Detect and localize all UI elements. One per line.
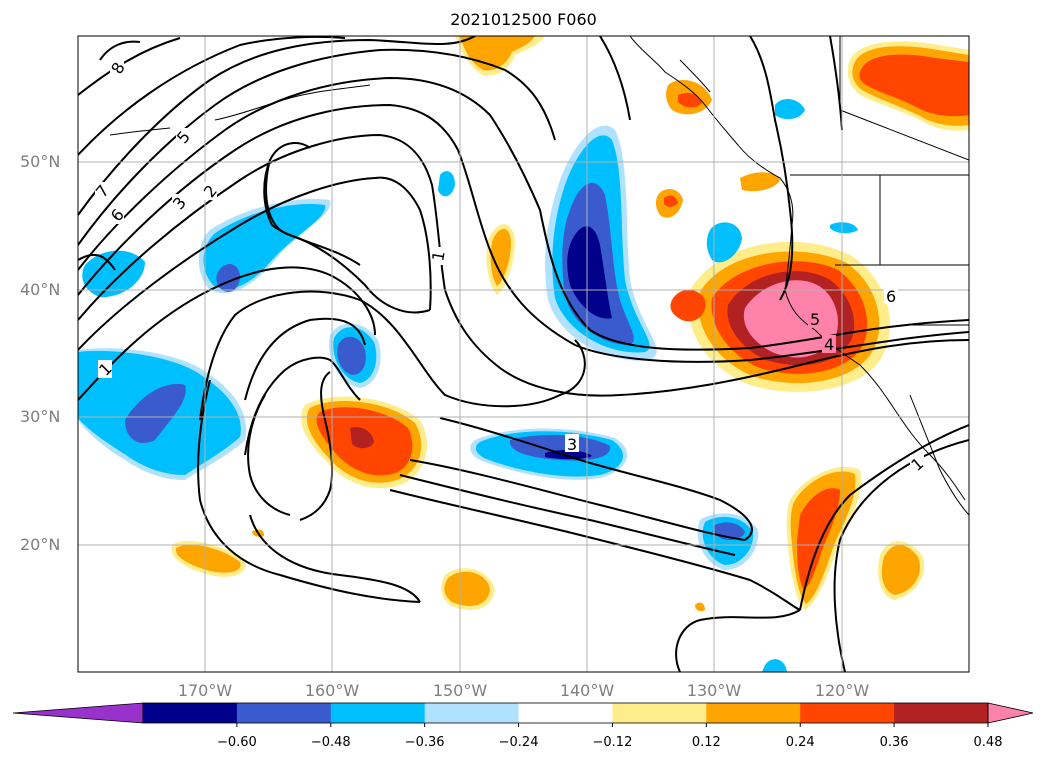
colorbar-extend-right (987, 702, 1034, 724)
contour-labels: 8 5 7 6 3 2 1 1 3 6 5 4 1 (92, 58, 927, 475)
lon-label: 160°W (304, 681, 360, 700)
gridlines (78, 36, 969, 672)
colorbar-tick-label: −0.24 (498, 735, 539, 750)
colorbar-swatch (424, 703, 520, 723)
lat-label: 20°N (20, 535, 61, 554)
contour-label: 3 (567, 435, 577, 454)
colorbar-swatch (236, 703, 332, 723)
coastlines (109, 36, 969, 516)
lat-label: 50°N (20, 152, 61, 171)
colorbar-tick-label: 0.24 (785, 735, 815, 750)
colorbar-swatch (894, 703, 989, 723)
colorbar-swatch (143, 703, 238, 723)
colorbar (12, 702, 1034, 727)
colorbar-tick-label: 0.36 (879, 735, 909, 750)
lat-label: 40°N (20, 280, 61, 299)
anomaly-shading (78, 36, 969, 672)
lon-label: 150°W (432, 681, 488, 700)
colorbar-swatch (612, 703, 707, 723)
colorbar-swatch (518, 703, 613, 723)
contour-lines (78, 36, 969, 672)
map-title: 2021012500 F060 (450, 10, 597, 29)
lon-label: 120°W (814, 681, 870, 700)
colorbar-swatch (706, 703, 801, 723)
contour-label: 5 (810, 310, 820, 329)
colorbar-tick-label: −0.12 (592, 735, 633, 750)
colorbar-tick-label: −0.60 (216, 735, 257, 750)
colorbar-tick-label: 0.12 (691, 735, 721, 750)
colorbar-tick-label: −0.48 (310, 735, 351, 750)
colorbar-tick-label: −0.36 (404, 735, 445, 750)
lat-label: 30°N (20, 407, 61, 426)
lon-label: 140°W (559, 681, 615, 700)
colorbar-frame (142, 702, 989, 724)
contour-label: 4 (824, 335, 834, 354)
colorbar-extend-left (12, 702, 144, 724)
colorbar-tick-label: 0.48 (973, 735, 1003, 750)
lon-label: 170°W (177, 681, 233, 700)
colorbar-swatch (330, 703, 426, 723)
contour-label: 6 (886, 287, 896, 306)
colorbar-swatch (800, 703, 895, 723)
contour-label: 1 (428, 249, 448, 262)
lon-label: 130°W (686, 681, 742, 700)
map-frame (77, 35, 970, 673)
